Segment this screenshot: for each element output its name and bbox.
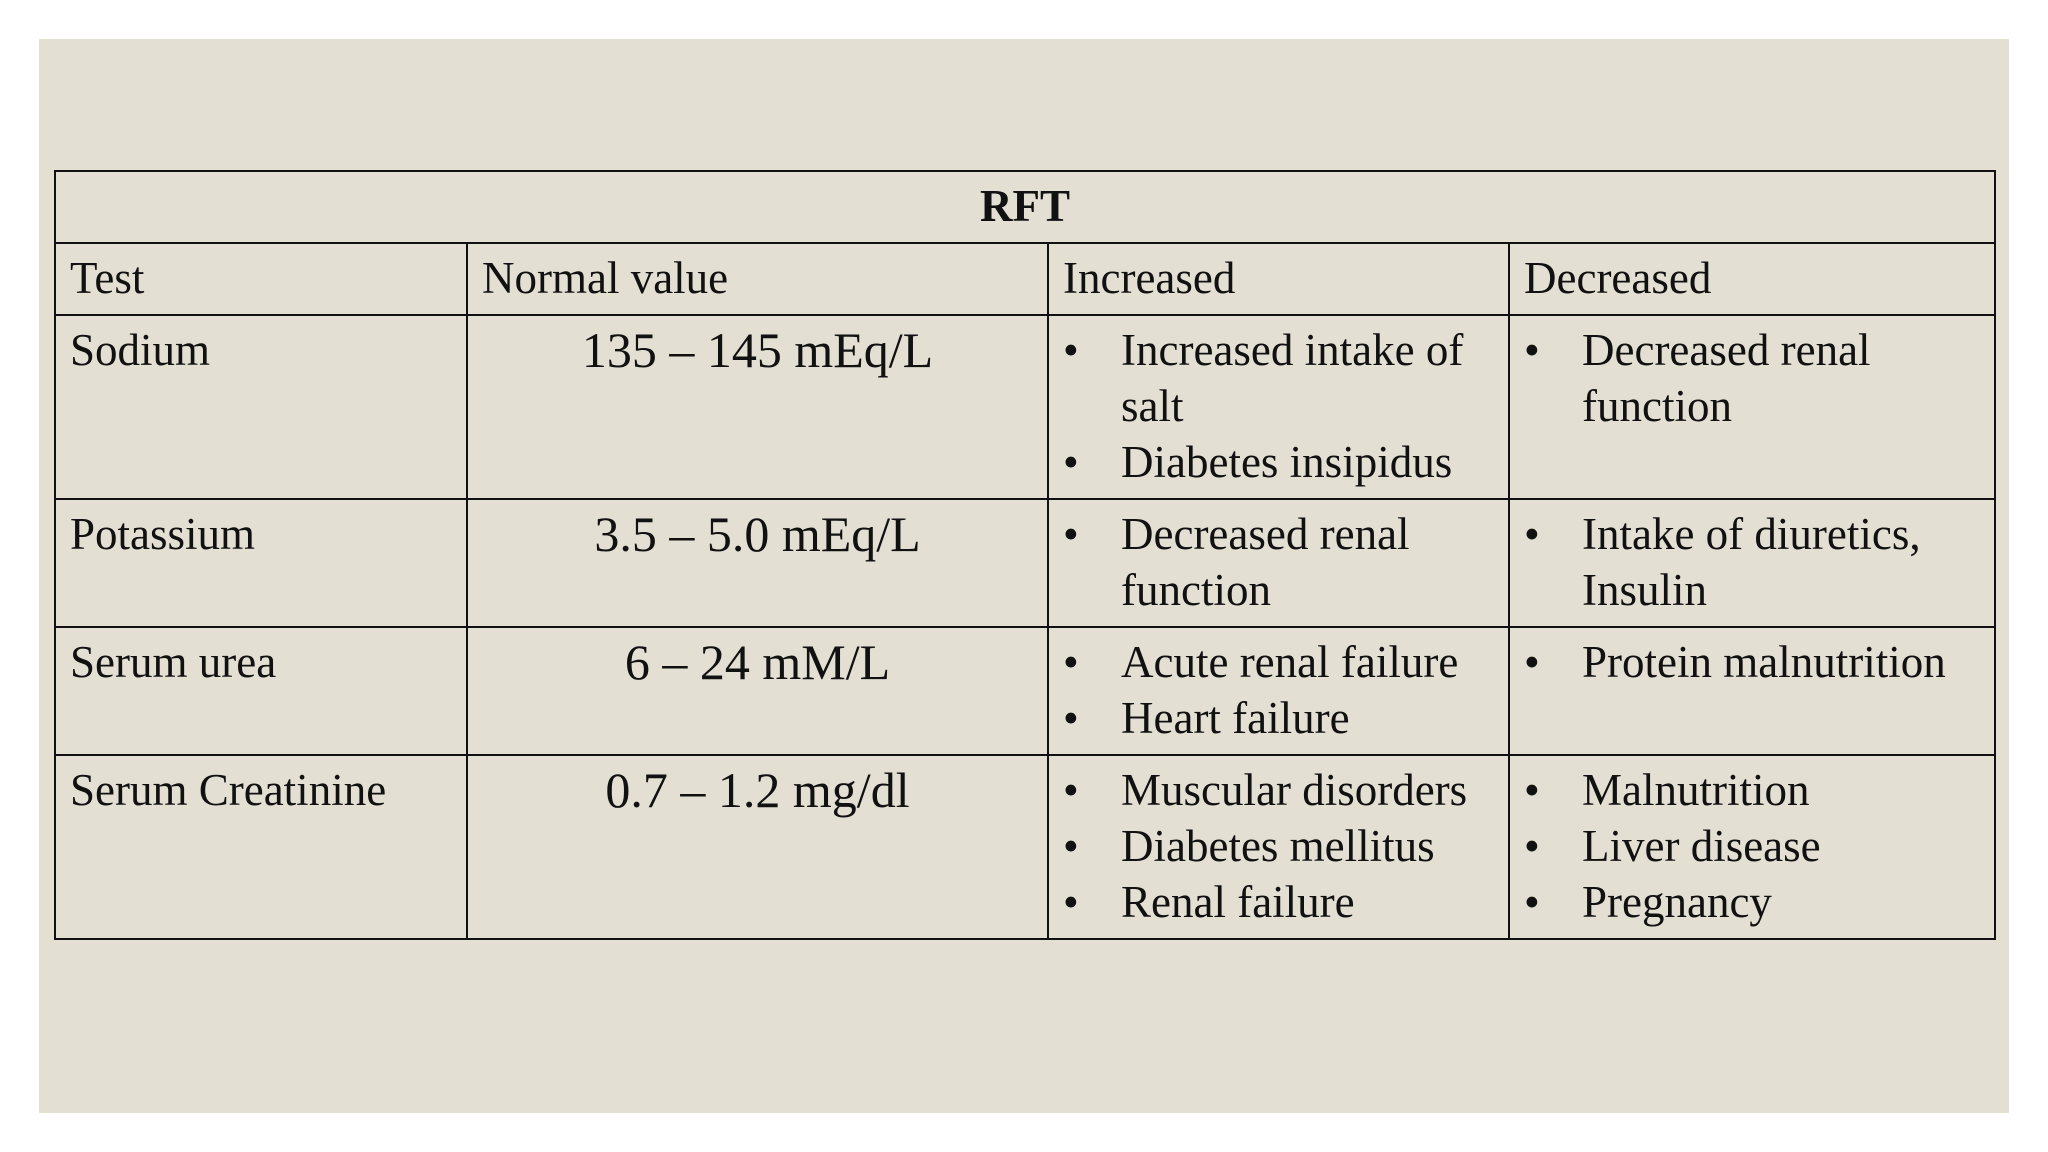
increased-item: Increased intake of salt xyxy=(1063,322,1494,434)
header-cell: Increased xyxy=(1047,242,1510,316)
decreased-list: Intake of diuretics, Insulin xyxy=(1524,506,1980,618)
decreased-item: Malnutrition xyxy=(1524,762,1980,818)
decreased-item: Decreased renal function xyxy=(1524,322,1980,434)
decreased-cell: Decreased renal function xyxy=(1508,314,1996,500)
header-row: Test Normal value Increased Decreased xyxy=(54,242,1996,316)
increased-item: Heart failure xyxy=(1063,690,1494,746)
header-cell: Test xyxy=(54,242,468,316)
header-cell: Normal value xyxy=(466,242,1049,316)
test-cell: Potassium xyxy=(54,498,468,628)
normal-value-cell: 0.7 – 1.2 mg/dl xyxy=(466,754,1049,940)
decreased-item: Pregnancy xyxy=(1524,874,1980,930)
test-cell: Serum urea xyxy=(54,626,468,756)
decreased-cell: Protein malnutrition xyxy=(1508,626,1996,756)
increased-list: Increased intake of saltDiabetes insipid… xyxy=(1063,322,1494,490)
increased-list: Decreased renal function xyxy=(1063,506,1494,618)
slide: RFT Test Normal value Increased Decreased So… xyxy=(39,39,2009,1113)
decreased-list: MalnutritionLiver diseasePregnancy xyxy=(1524,762,1980,930)
increased-list: Acute renal failureHeart failure xyxy=(1063,634,1494,746)
decreased-item: Protein malnutrition xyxy=(1524,634,1980,690)
title-row: RFT xyxy=(54,170,1996,244)
increased-item: Decreased renal function xyxy=(1063,506,1494,618)
normal-value-cell: 3.5 – 5.0 mEq/L xyxy=(466,498,1049,628)
increased-cell: Decreased renal function xyxy=(1047,498,1510,628)
test-cell: Serum Creatinine xyxy=(54,754,468,940)
increased-item: Muscular disorders xyxy=(1063,762,1494,818)
increased-item: Diabetes mellitus xyxy=(1063,818,1494,874)
decreased-list: Protein malnutrition xyxy=(1524,634,1980,690)
increased-item: Renal failure xyxy=(1063,874,1494,930)
decreased-list: Decreased renal function xyxy=(1524,322,1980,434)
increased-cell: Muscular disordersDiabetes mellitusRenal… xyxy=(1047,754,1510,940)
normal-value-cell: 6 – 24 mM/L xyxy=(466,626,1049,756)
header-cell: Decreased xyxy=(1508,242,1996,316)
increased-list: Muscular disordersDiabetes mellitusRenal… xyxy=(1063,762,1494,930)
normal-value-cell: 135 – 145 mEq/L xyxy=(466,314,1049,500)
rft-table: RFT Test Normal value Increased Decreased So… xyxy=(54,170,1996,940)
test-cell: Sodium xyxy=(54,314,468,500)
increased-item: Acute renal failure xyxy=(1063,634,1494,690)
decreased-cell: Intake of diuretics, Insulin xyxy=(1508,498,1996,628)
increased-cell: Increased intake of saltDiabetes insipid… xyxy=(1047,314,1510,500)
table-title: RFT xyxy=(54,170,1996,244)
decreased-item: Liver disease xyxy=(1524,818,1980,874)
increased-cell: Acute renal failureHeart failure xyxy=(1047,626,1510,756)
increased-item: Diabetes insipidus xyxy=(1063,434,1494,490)
decreased-item: Intake of diuretics, Insulin xyxy=(1524,506,1980,618)
decreased-cell: MalnutritionLiver diseasePregnancy xyxy=(1508,754,1996,940)
